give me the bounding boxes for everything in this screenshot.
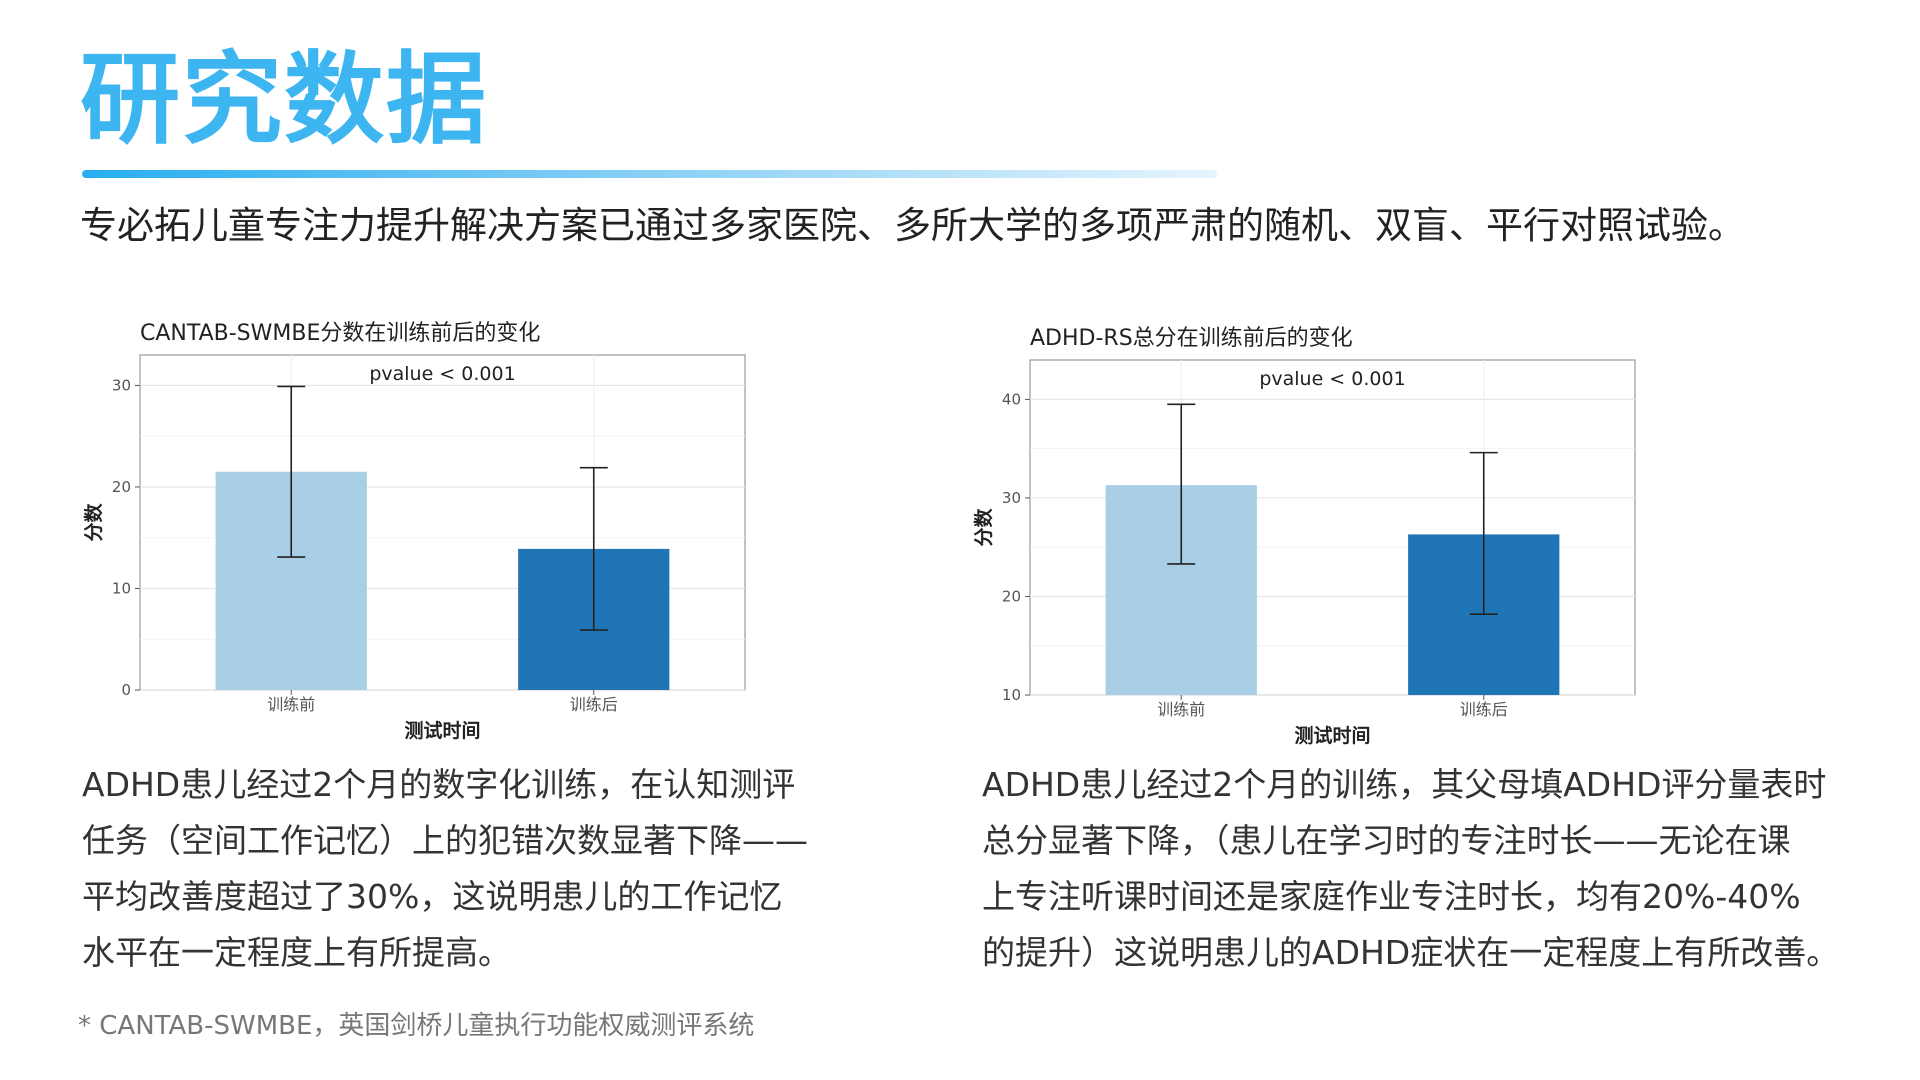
description-left-line: 平均改善度超过了30%，这说明患儿的工作记忆 (82, 877, 783, 916)
chart-adhd-rs-ytick-label: 30 (1002, 489, 1021, 507)
chart-adhd-rs-ytick-label: 40 (1002, 390, 1021, 408)
chart-adhd-rs-xtick-label: 训练后 (1460, 700, 1508, 719)
description-right-line: 总分显著下降，（患儿在学习时的专注时长——无论在课 (982, 821, 1791, 860)
chart-cantab-ytick-label: 0 (121, 681, 131, 699)
description-left-line: 任务（空间工作记忆）上的犯错次数显著下降—— (82, 821, 808, 860)
chart-adhd-rs-title: ADHD-RS总分在训练前后的变化 (1030, 326, 1353, 351)
description-left: ADHD患儿经过2个月的数字化训练，在认知测评 任务（空间工作记忆）上的犯错次数… (82, 757, 808, 981)
chart-adhd-rs-ytick-label: 10 (1002, 686, 1021, 704)
chart-adhd-rs-xtick-label: 训练前 (1157, 700, 1205, 719)
description-right: ADHD患儿经过2个月的训练，其父母填ADHD评分量表时 总分显著下降，（患儿在… (982, 757, 1839, 981)
page-subtitle: 专必拓儿童专注力提升解决方案已通过多家医院、多所大学的多项严肃的随机、双盲、平行… (80, 204, 1745, 247)
chart-adhd-rs: ADHD-RS总分在训练前后的变化 10 20 30 40 训练前 训练后 pvalue < … (965, 315, 1725, 755)
chart-cantab-ytick-label: 10 (112, 579, 131, 597)
chart-adhd-rs-ylabel: 分数 (972, 508, 995, 547)
chart-adhd-rs-svg: ADHD-RS总分在训练前后的变化 10 20 30 40 训练前 训练后 pvalue < … (972, 326, 1636, 747)
description-left-line: ADHD患儿经过2个月的数字化训练，在认知测评 (82, 765, 796, 804)
chart-cantab-annotation: pvalue < 0.001 (369, 363, 515, 385)
chart-cantab-svg: CANTAB-SWMBE分数在训练前后的变化 0 10 20 30 训练前 训练后 pvalu… (82, 321, 746, 742)
chart-cantab-title: CANTAB-SWMBE分数在训练前后的变化 (140, 321, 540, 346)
chart-adhd-rs-xlabel: 测试时间 (1294, 725, 1370, 747)
footnote: * CANTAB-SWMBE，英国剑桥儿童执行功能权威测评系统 (78, 1011, 755, 1041)
chart-cantab-xlabel: 测试时间 (404, 720, 480, 742)
chart-cantab: CANTAB-SWMBE分数在训练前后的变化 0 10 20 30 训练前 训练后 pvalu… (75, 310, 835, 750)
chart-cantab-ylabel: 分数 (82, 503, 105, 542)
description-right-line: ADHD患儿经过2个月的训练，其父母填ADHD评分量表时 (982, 765, 1827, 804)
chart-cantab-xtick-label: 训练后 (570, 695, 618, 714)
chart-adhd-rs-annotation: pvalue < 0.001 (1259, 368, 1405, 390)
description-left-line: 水平在一定程度上有所提高。 (82, 933, 511, 972)
chart-cantab-ytick-label: 20 (112, 478, 131, 496)
chart-cantab-xtick-label: 训练前 (267, 695, 315, 714)
page-title: 研究数据 (80, 41, 488, 158)
description-right-line: 上专注听课时间还是家庭作业专注时长，均有20%-40% (982, 877, 1801, 916)
chart-cantab-ytick-label: 30 (112, 376, 131, 394)
description-right-line: 的提升）这说明患儿的ADHD症状在一定程度上有所改善。 (982, 933, 1840, 972)
title-underline (82, 170, 1217, 178)
chart-adhd-rs-ytick-label: 20 (1002, 587, 1021, 605)
